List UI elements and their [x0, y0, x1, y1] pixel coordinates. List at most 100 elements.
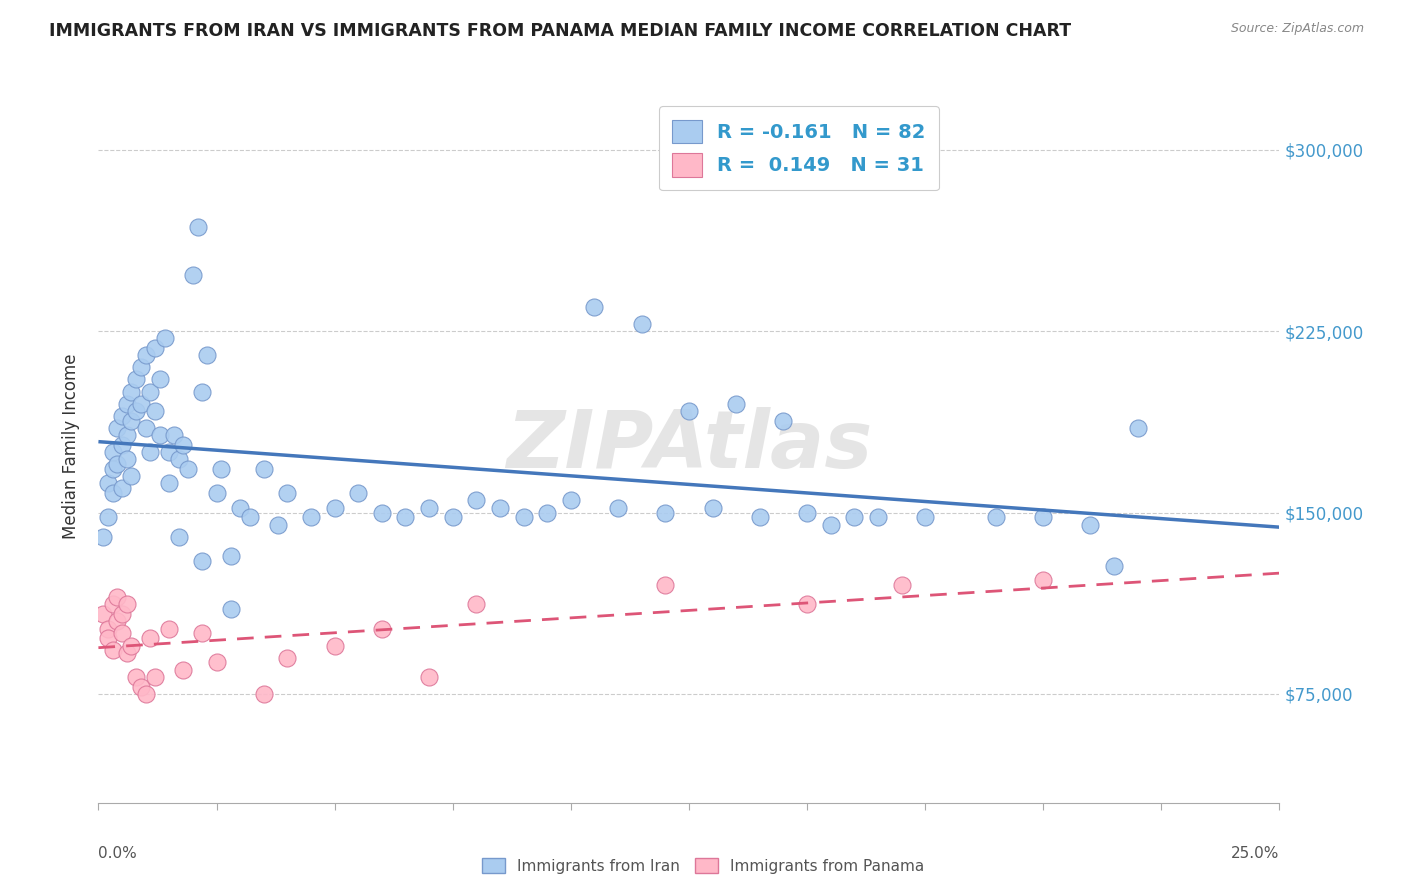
Point — [105, 590, 128, 604]
Point — [1032, 510, 1054, 524]
Point — [149, 428, 172, 442]
Point — [1032, 574, 1054, 588]
Point — [219, 549, 242, 563]
Point — [121, 639, 143, 653]
Point — [418, 500, 440, 515]
Point — [115, 397, 138, 411]
Point — [678, 404, 700, 418]
Point — [299, 510, 322, 524]
Point — [129, 680, 152, 694]
Legend: R = -0.161   N = 82, R =  0.149   N = 31: R = -0.161 N = 82, R = 0.149 N = 31 — [659, 106, 939, 191]
Point — [105, 421, 128, 435]
Point — [111, 409, 134, 423]
Point — [796, 506, 818, 520]
Point — [101, 598, 124, 612]
Point — [536, 506, 558, 520]
Point — [167, 452, 190, 467]
Point — [125, 670, 148, 684]
Point — [607, 500, 630, 515]
Point — [97, 476, 120, 491]
Point — [465, 493, 488, 508]
Point — [143, 670, 166, 684]
Point — [276, 486, 298, 500]
Point — [205, 486, 228, 500]
Point — [101, 486, 124, 500]
Point — [560, 493, 582, 508]
Point — [630, 317, 652, 331]
Point — [125, 372, 148, 386]
Point — [347, 486, 370, 500]
Point — [253, 462, 276, 476]
Point — [187, 220, 209, 235]
Point — [253, 687, 276, 701]
Point — [129, 360, 152, 375]
Point — [97, 622, 120, 636]
Point — [101, 462, 124, 476]
Point — [115, 428, 138, 442]
Point — [725, 397, 748, 411]
Point — [139, 384, 162, 399]
Point — [229, 500, 252, 515]
Point — [394, 510, 416, 524]
Point — [1080, 517, 1102, 532]
Point — [143, 341, 166, 355]
Point — [796, 598, 818, 612]
Point — [97, 632, 120, 646]
Point — [191, 384, 214, 399]
Point — [143, 404, 166, 418]
Point — [844, 510, 866, 524]
Point — [209, 462, 232, 476]
Point — [139, 445, 162, 459]
Point — [135, 421, 157, 435]
Point — [512, 510, 534, 524]
Point — [172, 438, 194, 452]
Point — [205, 656, 228, 670]
Text: 0.0%: 0.0% — [98, 846, 138, 861]
Point — [418, 670, 440, 684]
Point — [772, 414, 794, 428]
Point — [111, 481, 134, 495]
Point — [239, 510, 262, 524]
Point — [654, 578, 676, 592]
Point — [219, 602, 242, 616]
Point — [101, 643, 124, 657]
Point — [654, 506, 676, 520]
Text: 25.0%: 25.0% — [1232, 846, 1279, 861]
Point — [1126, 421, 1149, 435]
Point — [181, 268, 204, 283]
Point — [105, 615, 128, 629]
Point — [115, 452, 138, 467]
Point — [129, 397, 152, 411]
Point — [91, 607, 114, 621]
Point — [820, 517, 842, 532]
Point — [371, 622, 394, 636]
Point — [135, 687, 157, 701]
Point — [323, 500, 346, 515]
Point — [111, 607, 134, 621]
Point — [984, 510, 1007, 524]
Point — [465, 598, 488, 612]
Point — [866, 510, 889, 524]
Point — [91, 530, 114, 544]
Point — [195, 348, 218, 362]
Point — [191, 626, 214, 640]
Point — [914, 510, 936, 524]
Point — [323, 639, 346, 653]
Point — [149, 372, 172, 386]
Point — [121, 414, 143, 428]
Point — [172, 663, 194, 677]
Text: ZIPAtlas: ZIPAtlas — [506, 407, 872, 485]
Point — [157, 445, 180, 459]
Point — [276, 650, 298, 665]
Point — [101, 445, 124, 459]
Point — [489, 500, 512, 515]
Point — [111, 438, 134, 452]
Point — [121, 384, 143, 399]
Point — [167, 530, 190, 544]
Text: IMMIGRANTS FROM IRAN VS IMMIGRANTS FROM PANAMA MEDIAN FAMILY INCOME CORRELATION : IMMIGRANTS FROM IRAN VS IMMIGRANTS FROM … — [49, 22, 1071, 40]
Point — [583, 300, 606, 314]
Point — [97, 510, 120, 524]
Point — [125, 404, 148, 418]
Point — [748, 510, 770, 524]
Point — [139, 632, 162, 646]
